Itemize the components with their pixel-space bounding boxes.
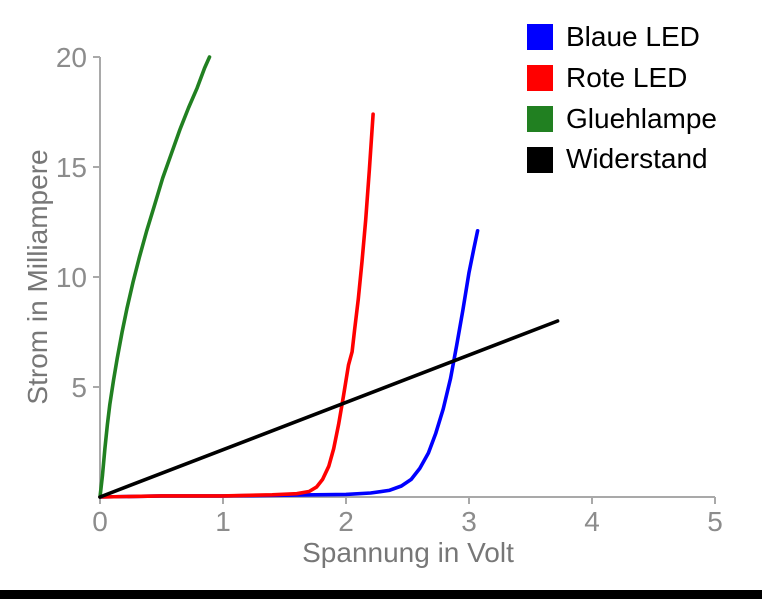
x-tick-label: 1 — [215, 506, 231, 537]
series-widerstand — [98, 319, 560, 499]
legend-label-rote-led: Rote LED — [566, 61, 688, 93]
bottom-bar — [0, 590, 762, 599]
legend-item-blaue-led: Blaue LED — [527, 21, 717, 53]
series-blaue-led — [98, 229, 480, 499]
y-tick-label: 5 — [71, 372, 87, 403]
x-tick-label: 4 — [584, 506, 600, 537]
y-tick-label: 15 — [56, 152, 87, 183]
series-gluehlampe — [98, 55, 212, 499]
legend: Blaue LED Rote LED Gluehlampe Widerstand — [527, 21, 717, 175]
legend-label-widerstand: Widerstand — [566, 143, 708, 175]
legend-item-rote-led: Rote LED — [527, 61, 717, 94]
legend-swatch-widerstand — [527, 146, 553, 173]
x-tick-label: 0 — [92, 506, 108, 537]
legend-swatch-blaue-led — [527, 24, 553, 51]
x-axis-label: Spannung in Volt — [302, 537, 514, 568]
series-rote-led — [98, 112, 375, 499]
legend-label-blaue-led: Blaue LED — [566, 21, 700, 52]
x-tick-label: 3 — [461, 506, 477, 537]
y-tick-label: 20 — [56, 42, 87, 73]
x-tick-label: 5 — [707, 506, 723, 537]
legend-label-gluehlampe: Gluehlampe — [566, 102, 717, 134]
legend-item-gluehlampe: Gluehlampe — [527, 102, 717, 135]
y-axis-label: Strom in Milliampere — [22, 149, 53, 405]
x-tick-label: 2 — [338, 506, 354, 537]
legend-swatch-gluehlampe — [527, 105, 553, 132]
y-tick-label: 10 — [56, 262, 87, 293]
legend-item-widerstand: Widerstand — [527, 144, 717, 175]
legend-swatch-rote-led — [527, 65, 553, 92]
